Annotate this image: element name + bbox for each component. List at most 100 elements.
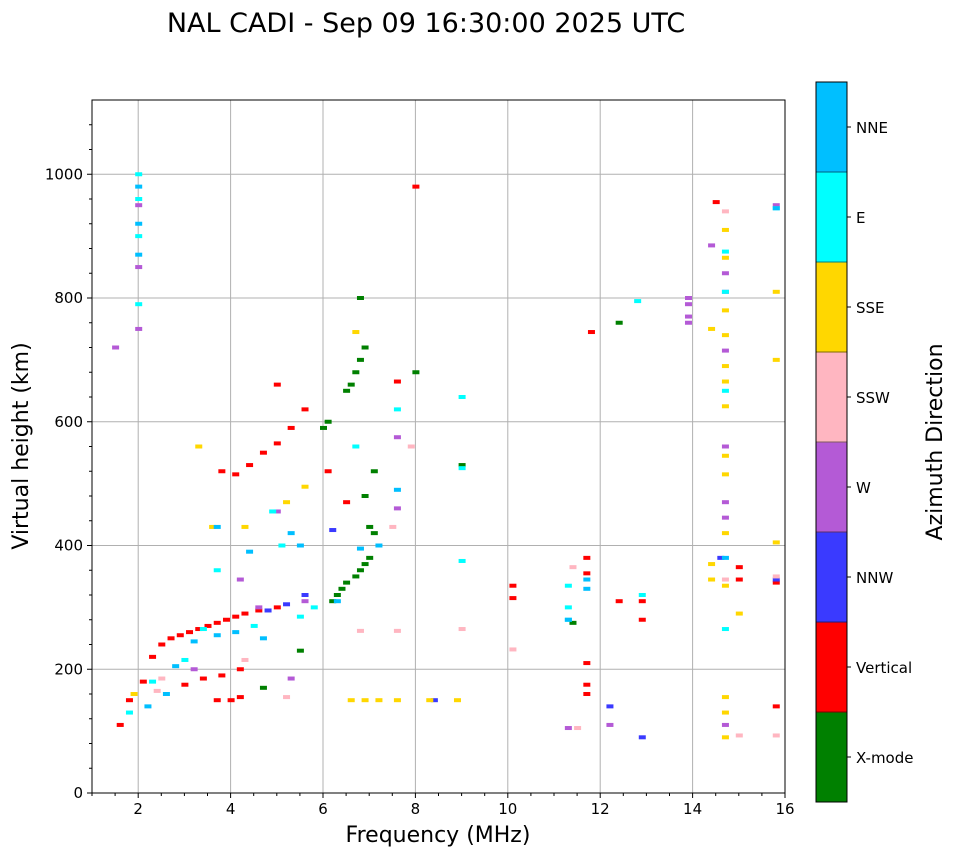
colorbar-segment [816, 622, 847, 713]
data-point-vertical [638, 599, 646, 604]
data-point-sse [721, 531, 729, 536]
data-point-x-mode [615, 320, 623, 325]
data-point-sse [301, 484, 309, 489]
data-point-x-mode [343, 388, 351, 393]
data-point-w [684, 296, 692, 300]
data-point-x-mode [259, 685, 267, 690]
data-point-ssw [393, 628, 401, 633]
data-point-w [564, 726, 572, 731]
data-point-e [638, 593, 646, 597]
data-point-sse [721, 404, 729, 409]
data-point-nne [564, 617, 572, 622]
data-point-w [135, 203, 143, 208]
colorbar-segment [816, 82, 847, 173]
data-point-x-mode [370, 531, 378, 536]
data-point-x-mode [333, 593, 341, 597]
data-point-vertical [324, 469, 332, 474]
data-point-ssw [509, 647, 517, 652]
data-point-nnw [264, 608, 272, 613]
data-point-e [352, 444, 360, 449]
colorbar-tick-label: Vertical [856, 659, 912, 677]
data-point-w [721, 515, 729, 520]
data-point-w [273, 509, 281, 514]
data-point-e [310, 605, 318, 610]
colorbar-segment [816, 172, 847, 263]
data-point-vertical [273, 382, 281, 387]
data-point-nnw [301, 593, 309, 597]
data-point-x-mode [343, 580, 351, 585]
data-point-e [213, 568, 221, 573]
data-point-w [684, 302, 692, 307]
data-point-w [255, 605, 263, 610]
x-tick-label: 8 [411, 800, 421, 818]
colorbar-segment [816, 532, 847, 623]
data-point-w [684, 320, 692, 325]
data-point-x-mode [361, 562, 369, 567]
data-point-w [772, 203, 780, 208]
data-point-nne [162, 692, 170, 696]
data-point-nne [190, 639, 198, 644]
data-point-sse [721, 308, 729, 313]
data-point-sse [375, 698, 383, 703]
data-point-ssw [407, 444, 415, 449]
data-point-vertical [712, 200, 720, 205]
data-point-sse [352, 330, 360, 335]
data-point-ssw [721, 209, 729, 214]
data-point-e [721, 289, 729, 294]
data-point-e [125, 710, 133, 715]
data-point-x-mode [352, 370, 360, 375]
data-point-sse [721, 735, 729, 740]
data-point-w [236, 577, 244, 582]
data-point-w [721, 500, 729, 505]
colorbar-tick-label: SSE [856, 299, 885, 317]
data-point-ssw [569, 565, 577, 570]
data-point-w [135, 265, 143, 270]
x-tick-label: 12 [591, 800, 610, 818]
data-point-nne [259, 636, 267, 641]
data-point-vertical [583, 555, 591, 560]
data-point-w [393, 506, 401, 511]
data-point-e [250, 623, 258, 628]
colorbar-segment [816, 712, 847, 803]
data-point-w [606, 722, 614, 727]
data-point-vertical [218, 469, 226, 474]
data-point-vertical [125, 698, 133, 703]
data-point-vertical [735, 565, 743, 570]
y-tick-label: 400 [54, 537, 83, 555]
colorbar-segment [816, 352, 847, 443]
data-point-nne [772, 206, 780, 211]
data-point-nne [135, 252, 143, 257]
data-point-vertical [227, 698, 235, 703]
data-point-vertical [301, 407, 309, 412]
data-point-sse [721, 583, 729, 588]
colorbar-tick-label: SSW [856, 389, 890, 407]
data-point-sse [721, 227, 729, 232]
data-point-vertical [176, 633, 184, 638]
data-point-w [684, 314, 692, 319]
y-tick-label: 1000 [45, 165, 83, 183]
data-point-ssw [772, 574, 780, 579]
data-point-e [564, 583, 572, 588]
data-point-w [301, 599, 309, 604]
data-point-e [296, 614, 304, 619]
data-point-vertical [167, 636, 175, 641]
data-point-w [721, 271, 729, 276]
y-tick-label: 600 [54, 413, 83, 431]
data-point-w [721, 722, 729, 727]
data-point-ssw [283, 695, 291, 700]
data-point-nne [393, 487, 401, 492]
data-point-x-mode [356, 296, 364, 300]
data-point-x-mode [366, 555, 374, 560]
data-point-nne [583, 586, 591, 591]
data-point-w [393, 435, 401, 440]
data-point-e [135, 197, 143, 201]
data-point-nne [135, 184, 143, 189]
data-point-x-mode [356, 357, 364, 362]
data-point-ssw [772, 733, 780, 738]
data-point-e [634, 299, 642, 304]
data-point-sse [453, 698, 461, 703]
y-tick-label: 800 [54, 289, 83, 307]
chart-title: NAL CADI - Sep 09 16:30:00 2025 UTC [167, 8, 685, 39]
data-point-x-mode [324, 419, 332, 424]
data-point-vertical [241, 611, 249, 616]
